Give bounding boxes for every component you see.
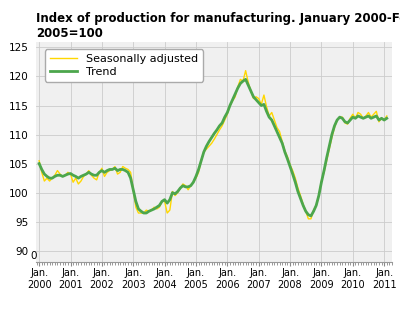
Trend [243,77,248,81]
Trend [308,214,313,218]
Seasonally adjusted [55,169,60,172]
Legend: Seasonally adjusted, Trend: Seasonally adjusted, Trend [45,49,203,82]
Line: Trend: Trend [39,79,387,216]
Trend [369,116,374,120]
Trend [112,166,117,170]
Trend [170,191,175,195]
Seasonally adjusted [170,189,175,193]
Text: 0: 0 [30,251,37,261]
Seasonally adjusted [366,111,371,115]
Seasonally adjusted [123,166,128,170]
Seasonally adjusted [384,114,389,118]
Trend [37,162,42,165]
Trend [55,173,60,177]
Seasonally adjusted [112,164,117,168]
Seasonally adjusted [306,217,311,221]
Seasonally adjusted [243,69,248,73]
Trend [123,169,128,172]
Text: Index of production for manufacturing. January 2000-February 2011.
2005=100: Index of production for manufacturing. J… [36,12,400,40]
Seasonally adjusted [369,115,374,119]
Line: Seasonally adjusted: Seasonally adjusted [39,71,387,219]
Seasonally adjusted [37,159,42,163]
Trend [366,114,371,118]
Trend [384,116,389,120]
